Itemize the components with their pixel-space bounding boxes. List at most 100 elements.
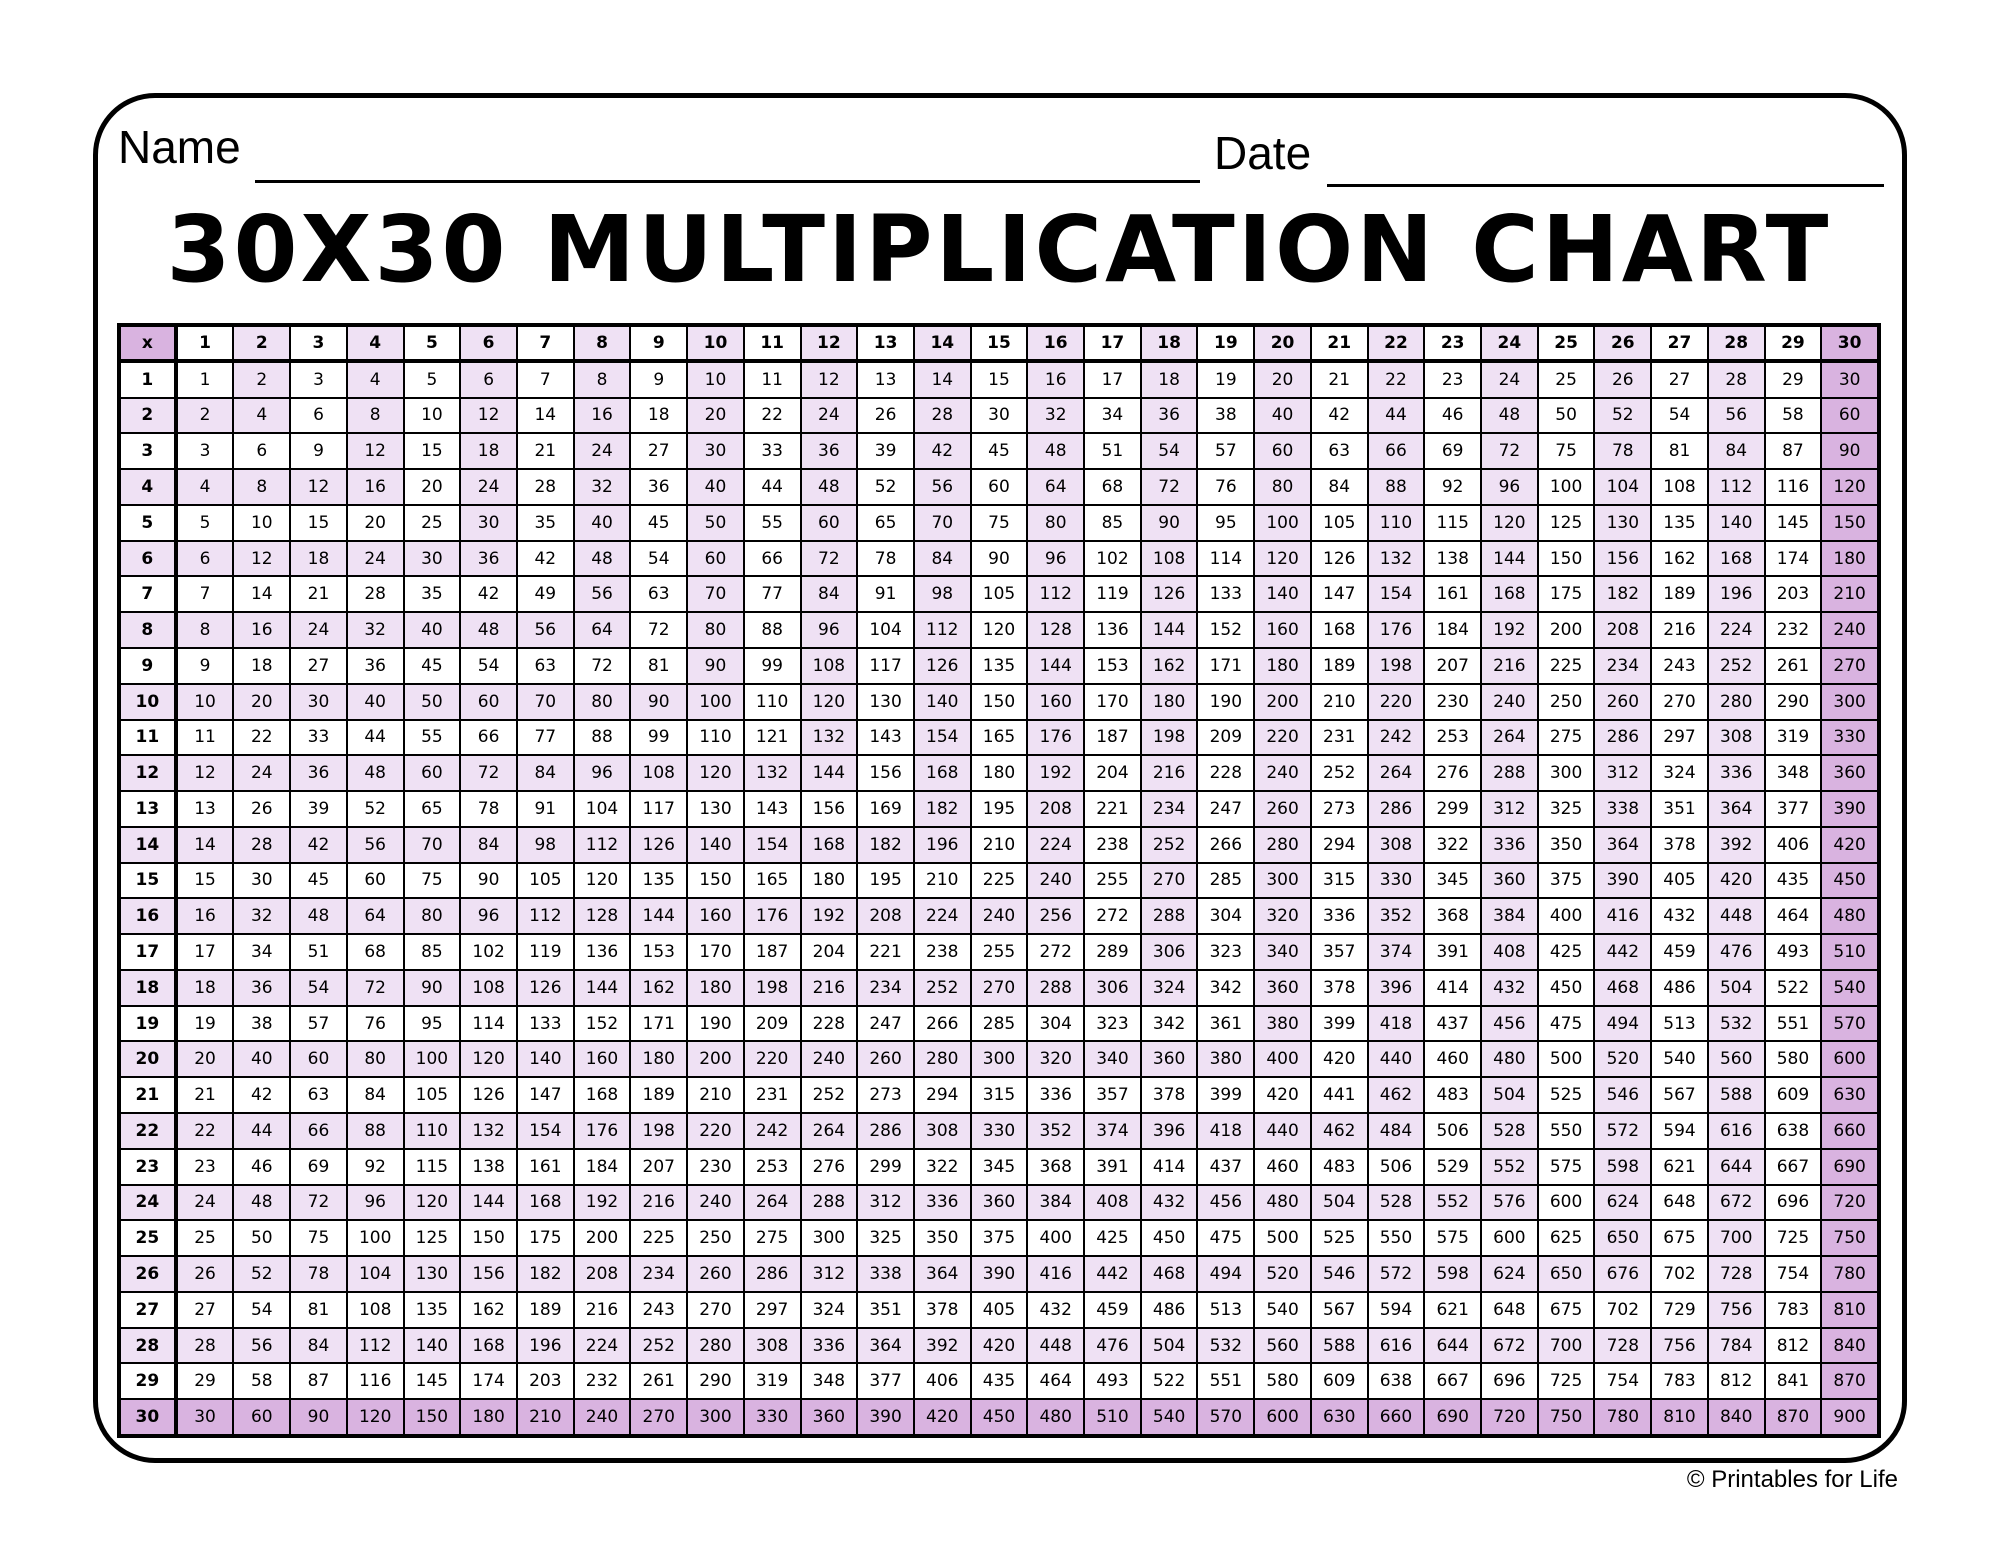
table-cell: 17 (177, 935, 233, 969)
table-cell: 456 (1482, 1006, 1537, 1041)
date-field-line[interactable] (1327, 184, 1884, 187)
table-cell: 288 (1482, 756, 1537, 791)
table-cell: 52 (347, 792, 403, 826)
table-cell: 84 (291, 1328, 346, 1363)
table-cell: 304 (1198, 899, 1254, 934)
table-cell: 51 (1085, 434, 1140, 469)
table-cell: 630 (1311, 1400, 1367, 1434)
table-cell: 70 (914, 505, 970, 540)
table-cell: 13 (858, 362, 913, 397)
table-cell: 598 (1595, 1149, 1651, 1184)
table-cell: 64 (574, 613, 630, 647)
table-cell: 75 (291, 1221, 346, 1256)
table-cell: 135 (1652, 505, 1707, 540)
table-cell: 483 (1311, 1149, 1367, 1184)
name-field-line[interactable] (255, 180, 1200, 183)
table-cell: 8 (574, 362, 630, 397)
table-cell: 204 (801, 935, 857, 969)
table-cell: 20 (347, 505, 403, 540)
table-cell: 180 (1822, 541, 1877, 576)
table-cell: 69 (1425, 434, 1481, 469)
table-cell: 480 (1255, 1185, 1310, 1220)
table-cell: 312 (858, 1185, 913, 1220)
table-cell: 552 (1425, 1185, 1481, 1220)
table-cell: 234 (858, 970, 913, 1005)
table-cell: 500 (1255, 1221, 1310, 1256)
table-cell: 209 (1198, 720, 1254, 755)
table-cell: 187 (744, 935, 800, 969)
table-cell: 6 (461, 362, 516, 397)
table-cell: 270 (1822, 648, 1877, 683)
table-cell: 40 (1255, 398, 1310, 433)
multiplication-table: x 1 2 3 4 5 6 7 8 9 10 11 12 13 14 15 16 17 18 19 20 21 22 23 24… (117, 323, 1881, 1438)
table-cell: 133 (1198, 577, 1254, 612)
table-cell: 19 (1198, 362, 1254, 397)
table-cell: 336 (1482, 827, 1537, 862)
table-cell: 567 (1652, 1078, 1707, 1113)
table-cell: 294 (1311, 827, 1367, 862)
table-cell: 378 (914, 1292, 970, 1327)
table-cell: 650 (1595, 1221, 1651, 1256)
column-header: 12 (801, 327, 857, 361)
table-cell: 203 (517, 1364, 573, 1399)
table-cell: 260 (688, 1257, 743, 1291)
table-cell: 570 (1198, 1400, 1254, 1434)
table-cell: 195 (971, 792, 1027, 826)
table-cell: 175 (517, 1221, 573, 1256)
table-cell: 240 (574, 1400, 630, 1434)
table-cell: 306 (1085, 970, 1140, 1005)
table-cell: 315 (1311, 863, 1367, 898)
table-cell: 198 (631, 1114, 687, 1148)
table-cell: 161 (517, 1149, 573, 1184)
table-cell: 522 (1141, 1364, 1197, 1399)
table-cell: 162 (1652, 541, 1707, 576)
table-cell: 484 (1368, 1114, 1424, 1148)
table-cell: 14 (517, 398, 573, 433)
table-cell: 169 (858, 792, 913, 826)
table-cell: 783 (1652, 1364, 1707, 1399)
table-cell: 270 (1652, 684, 1707, 719)
table-cell: 63 (517, 648, 573, 683)
table-cell: 21 (517, 434, 573, 469)
table-cell: 210 (1822, 577, 1877, 612)
table-cell: 176 (1028, 720, 1084, 755)
table-cell: 150 (688, 863, 743, 898)
row-header: 29 (121, 1364, 176, 1399)
table-cell: 650 (1538, 1257, 1594, 1291)
table-cell: 126 (517, 970, 573, 1005)
table-cell: 551 (1765, 1006, 1821, 1041)
table-cell: 312 (1482, 792, 1537, 826)
table-cell: 437 (1425, 1006, 1481, 1041)
table-cell: 20 (688, 398, 743, 433)
table-cell: 280 (688, 1328, 743, 1363)
table-cell: 330 (1822, 720, 1877, 755)
table-cell: 572 (1368, 1257, 1424, 1291)
row-header: 18 (121, 970, 176, 1005)
table-cell: 60 (1255, 434, 1310, 469)
table-cell: 232 (1765, 613, 1821, 647)
table-cell: 130 (858, 684, 913, 719)
table-cell: 55 (404, 720, 460, 755)
table-cell: 24 (347, 541, 403, 576)
table-cell: 145 (1765, 505, 1821, 540)
table-cell: 100 (688, 684, 743, 719)
table-cell: 242 (744, 1114, 800, 1148)
table-cell: 624 (1482, 1257, 1537, 1291)
table-cell: 207 (1425, 648, 1481, 683)
table-cell: 230 (688, 1149, 743, 1184)
table-cell: 264 (744, 1185, 800, 1220)
table-cell: 8 (234, 470, 290, 504)
table-cell: 108 (347, 1292, 403, 1327)
table-cell: 448 (1708, 899, 1764, 934)
table-cell: 576 (1482, 1185, 1537, 1220)
column-header: 14 (914, 327, 970, 361)
table-cell: 18 (631, 398, 687, 433)
table-cell: 506 (1368, 1149, 1424, 1184)
table-cell: 323 (1198, 935, 1254, 969)
table-cell: 60 (291, 1042, 346, 1077)
table-cell: 725 (1538, 1364, 1594, 1399)
table-cell: 17 (1085, 362, 1140, 397)
table-cell: 168 (1311, 613, 1367, 647)
table-cell: 81 (1652, 434, 1707, 469)
column-header: 21 (1311, 327, 1367, 361)
